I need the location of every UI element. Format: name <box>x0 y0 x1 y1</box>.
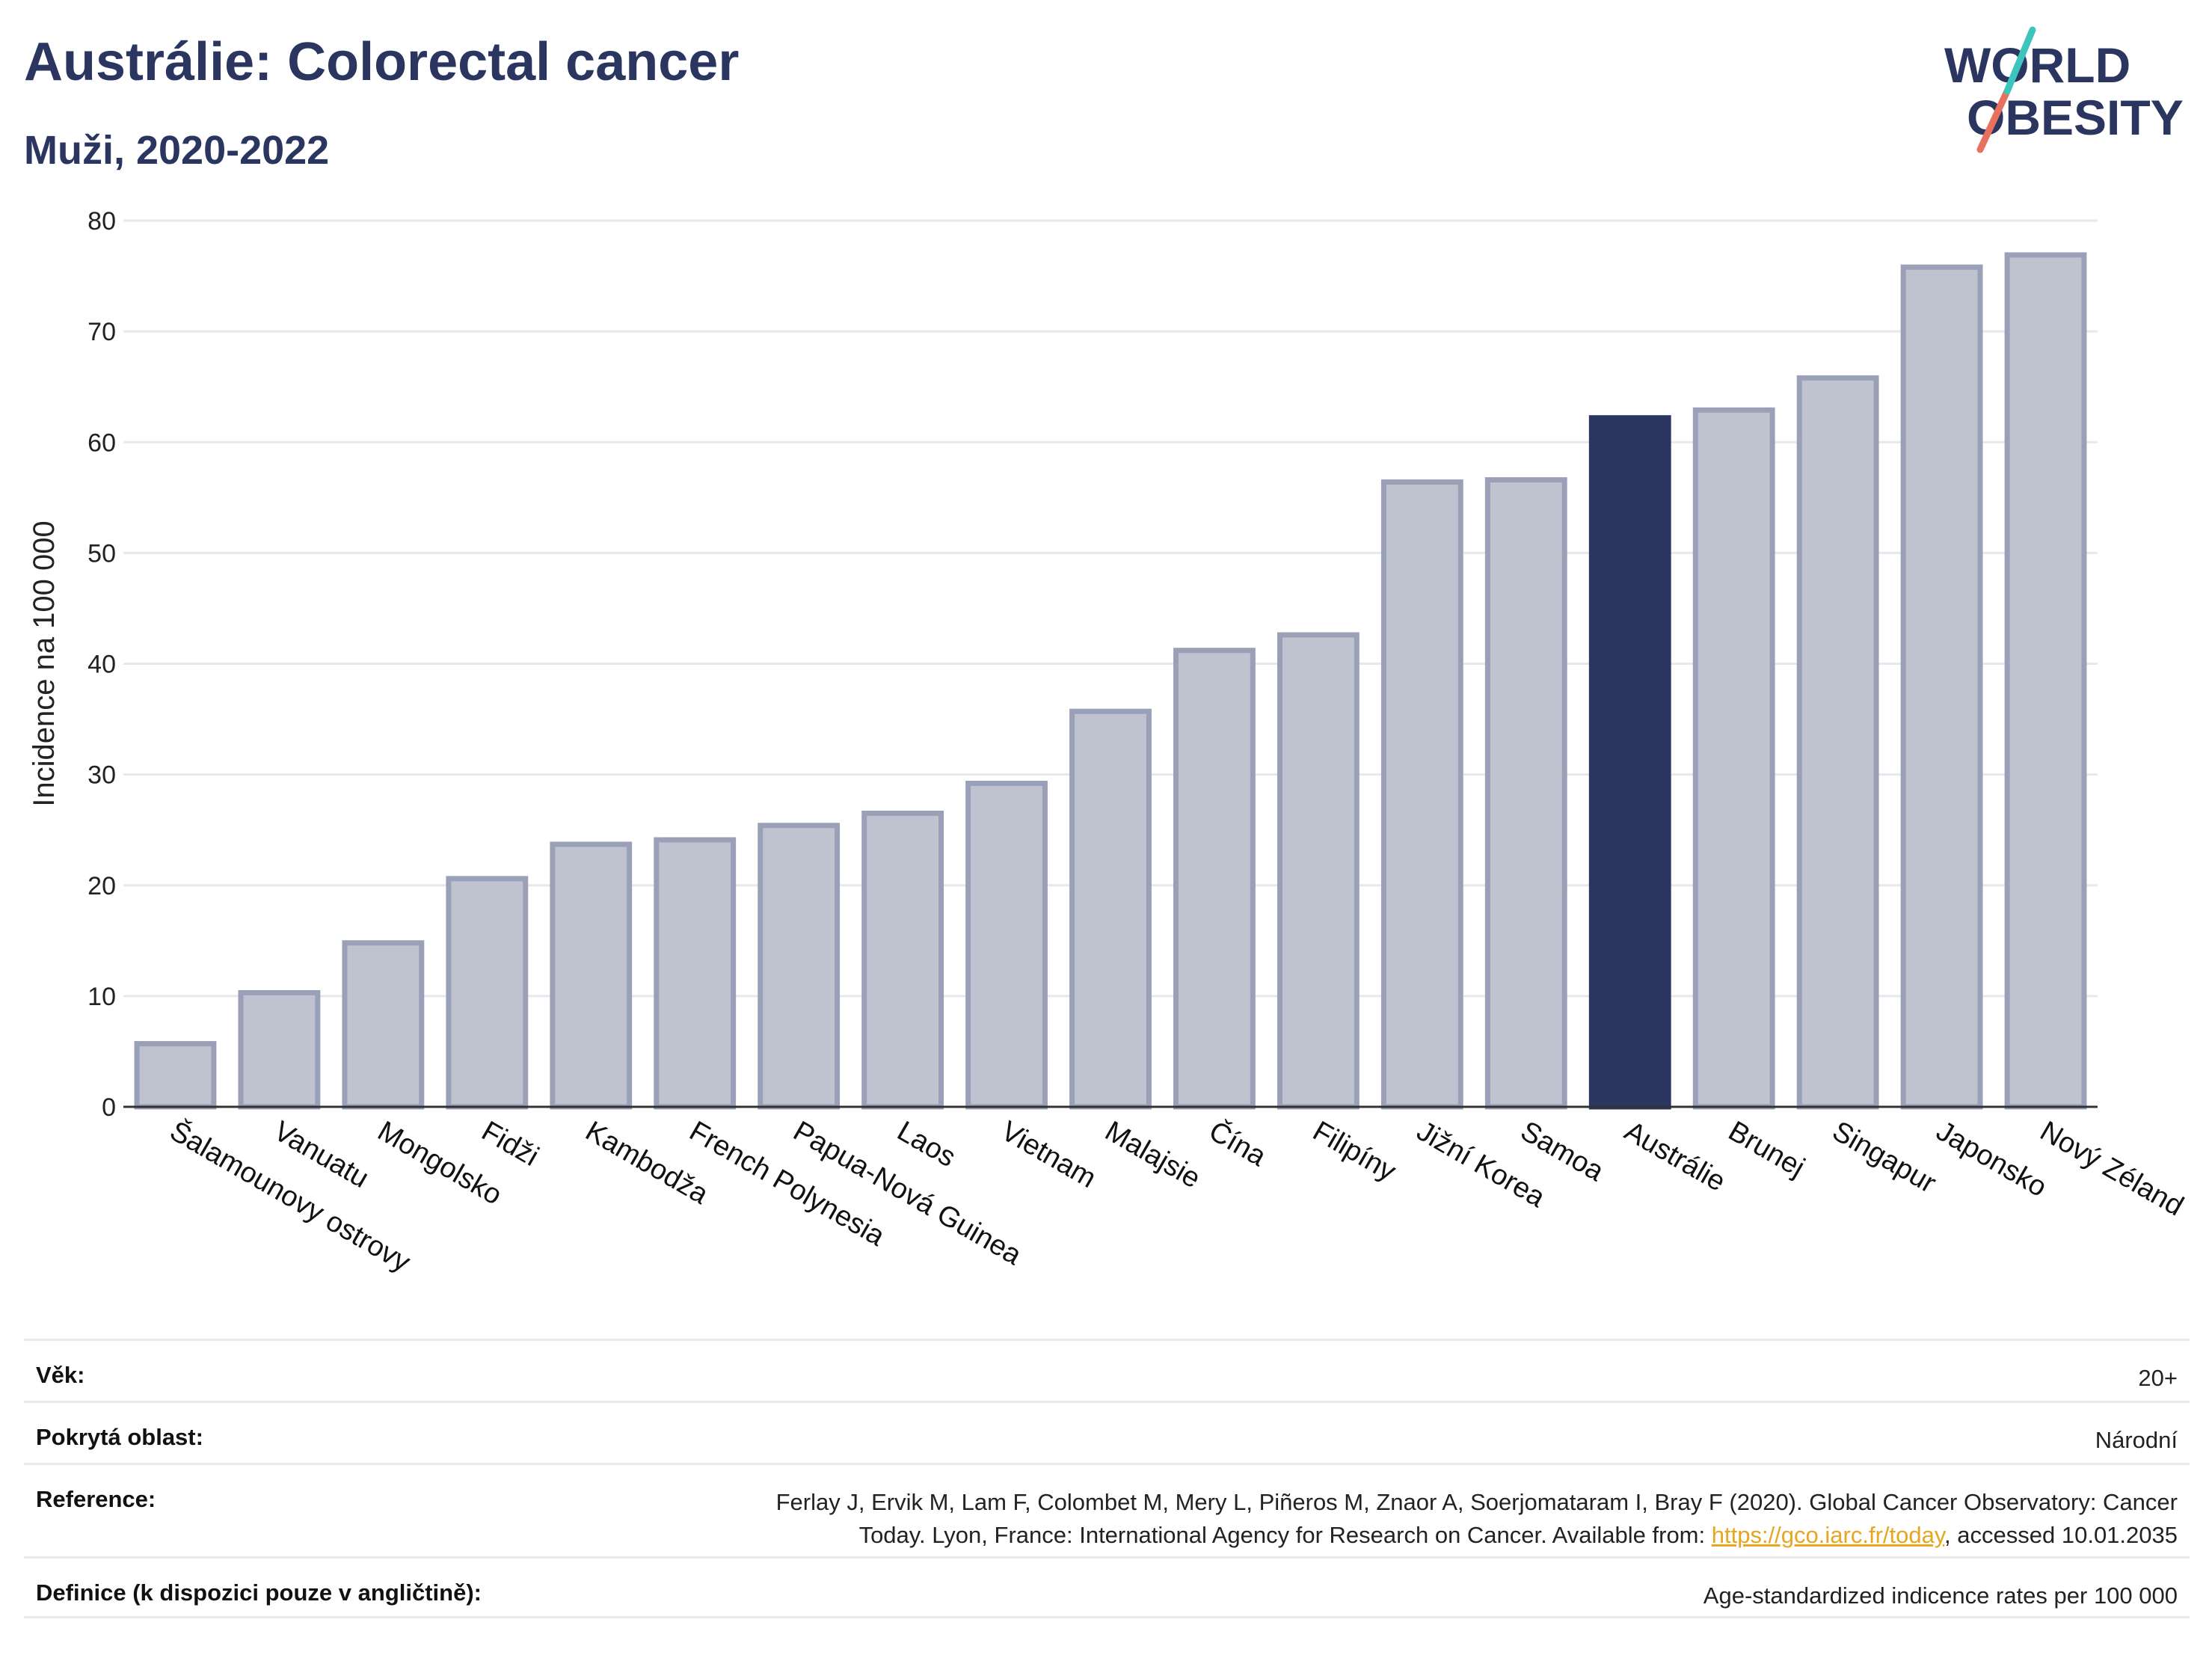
y-axis-label: Incidence na 100 000 <box>28 521 61 807</box>
bar <box>1173 648 1256 1110</box>
reference-link[interactable]: https://gco.iarc.fr/today <box>1711 1522 1945 1548</box>
y-tick-label: 30 <box>87 761 116 790</box>
logo-text-world: WORLD <box>1944 37 2130 93</box>
x-tick-label: Austrálie <box>1619 1115 1730 1197</box>
y-tick-label: 50 <box>87 539 116 568</box>
info-value-coverage: Národní <box>2095 1427 2178 1453</box>
y-tick-label: 70 <box>87 318 116 346</box>
bar <box>861 810 944 1110</box>
bar <box>134 1041 217 1110</box>
y-tick-label: 40 <box>87 651 116 679</box>
logo-text-obesity: OBESITY <box>1967 90 2184 145</box>
bar <box>1900 264 1983 1110</box>
reference-line-2-pre: Today. Lyon, France: International Agenc… <box>858 1522 1712 1548</box>
bar <box>1692 407 1775 1110</box>
bar-highlight <box>1588 415 1671 1110</box>
bar <box>654 837 737 1110</box>
x-tick-label: Japonsko <box>1931 1115 2052 1203</box>
info-label-age: Věk: <box>36 1362 85 1388</box>
world-obesity-logo: WORLD OBESITY <box>1944 26 2184 153</box>
x-tick-label: Filipíny <box>1307 1115 1401 1188</box>
y-tick-label: 0 <box>102 1093 116 1122</box>
info-row-definition: Definice (k dispozici pouze v angličtině… <box>24 1556 2190 1618</box>
y-tick-label: 80 <box>87 207 116 236</box>
x-tick-label: Singapur <box>1827 1115 1941 1200</box>
info-table: Věk: 20+ Pokrytá oblast: Národní Referen… <box>24 1339 2190 1618</box>
bar <box>758 823 841 1110</box>
y-tick-label: 10 <box>87 983 116 1011</box>
info-value-definition: Age-standardized indicence rates per 100… <box>1703 1582 2178 1609</box>
info-row-coverage: Pokrytá oblast: Národní <box>24 1401 2190 1463</box>
x-tick-label: French Polynesia <box>684 1115 891 1253</box>
x-tick-label: Laos <box>892 1115 961 1173</box>
x-tick-label: Vietnam <box>996 1115 1102 1194</box>
x-tick-label: Fidži <box>476 1115 544 1172</box>
page-subtitle: Muži, 2020-2022 <box>24 128 330 173</box>
bar <box>446 876 529 1110</box>
reference-line-1: Ferlay J, Ervik M, Lam F, Colombet M, Me… <box>775 1489 2178 1515</box>
x-tick-label: Čína <box>1203 1114 1272 1173</box>
info-label-definition: Definice (k dispozici pouze v angličtině… <box>36 1579 482 1606</box>
x-tick-label: Nový Zéland <box>2035 1115 2189 1222</box>
y-tick-label: 60 <box>87 429 116 457</box>
bar <box>1796 375 1879 1110</box>
logo-slash-teal <box>2003 26 2036 95</box>
bar <box>1276 632 1360 1110</box>
info-row-reference: Reference: Ferlay J, Ervik M, Lam F, Col… <box>24 1463 2190 1556</box>
bar <box>238 989 321 1110</box>
info-row-age: Věk: 20+ <box>24 1339 2190 1401</box>
bar <box>2004 252 2087 1110</box>
bar <box>550 841 633 1110</box>
bar <box>1484 477 1567 1110</box>
bar <box>342 940 425 1110</box>
info-label-reference: Reference: <box>36 1486 156 1512</box>
x-tick-label: Malajsie <box>1100 1115 1206 1194</box>
bar <box>965 780 1048 1110</box>
y-tick-label: 20 <box>87 872 116 900</box>
info-value-reference: Ferlay J, Ervik M, Lam F, Colombet M, Me… <box>776 1486 2178 1552</box>
x-tick-label: Brunej <box>1723 1115 1810 1183</box>
reference-line-2-post: , accessed 10.01.2035 <box>1944 1522 2178 1548</box>
page-title: Austrálie: Colorectal cancer <box>24 32 740 92</box>
info-label-coverage: Pokrytá oblast: <box>36 1424 203 1450</box>
logo-slash-red <box>1976 87 2011 153</box>
info-value-age: 20+ <box>2138 1365 2178 1391</box>
bar <box>1380 479 1463 1110</box>
bar <box>1069 708 1152 1110</box>
